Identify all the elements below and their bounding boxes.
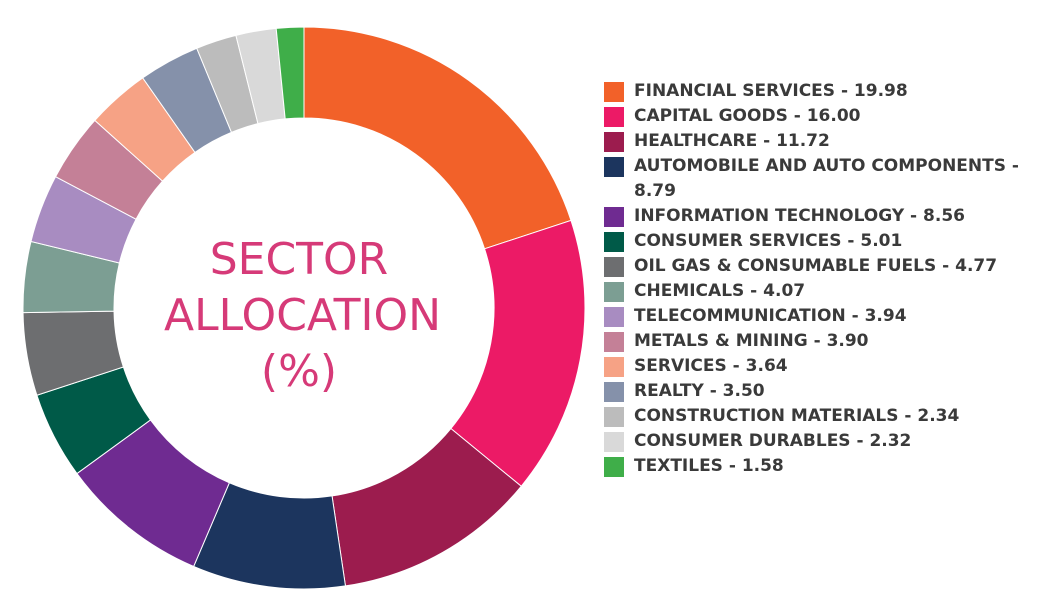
legend-swatch	[604, 432, 624, 452]
legend-label: CONSUMER SERVICES - 5.01	[634, 231, 903, 251]
legend-label: TELECOMMUNICATION - 3.94	[634, 306, 907, 326]
legend-label: CHEMICALS - 4.07	[634, 281, 806, 301]
legend-label: TEXTILES - 1.58	[634, 456, 784, 476]
legend-label: HEALTHCARE - 11.72	[634, 131, 830, 151]
legend-item: SERVICES - 3.64	[604, 354, 1056, 379]
legend-swatch	[604, 407, 624, 427]
legend-swatch	[604, 357, 624, 377]
chart-title-line-2: ALLOCATION	[164, 290, 441, 341]
legend-swatch	[604, 82, 624, 102]
legend-item: CHEMICALS - 4.07	[604, 279, 1056, 304]
legend-swatch	[604, 207, 624, 227]
legend-swatch	[604, 257, 624, 277]
donut-slice-financial-services	[303, 26, 572, 250]
legend-item: CAPITAL GOODS - 16.00	[604, 104, 1056, 129]
chart-title-line-1: SECTOR	[209, 234, 389, 285]
legend-item: CONSTRUCTION MATERIALS - 2.34	[604, 404, 1056, 429]
legend-label: REALTY - 3.50	[634, 381, 765, 401]
legend-item: REALTY - 3.50	[604, 379, 1056, 404]
legend-swatch	[604, 282, 624, 302]
legend-swatch	[604, 232, 624, 252]
legend-label: SERVICES - 3.64	[634, 356, 788, 376]
legend-swatch	[604, 107, 624, 127]
legend-label: FINANCIAL SERVICES - 19.98	[634, 81, 908, 101]
legend-item: TEXTILES - 1.58	[604, 454, 1056, 479]
legend-label: CONSUMER DURABLES - 2.32	[634, 431, 912, 451]
legend-item: INFORMATION TECHNOLOGY - 8.56	[604, 204, 1056, 229]
legend-swatch	[604, 132, 624, 152]
legend-item: AUTOMOBILE AND AUTO COMPONENTS - 8.79	[604, 154, 1056, 204]
legend-item: TELECOMMUNICATION - 3.94	[604, 304, 1056, 329]
legend-swatch	[604, 157, 624, 177]
donut-chart	[22, 26, 586, 590]
chart-legend: FINANCIAL SERVICES - 19.98 CAPITAL GOODS …	[604, 79, 1056, 479]
chart-title-line-3: (%)	[260, 346, 338, 397]
legend-item: HEALTHCARE - 11.72	[604, 129, 1056, 154]
legend-item: FINANCIAL SERVICES - 19.98	[604, 79, 1056, 104]
legend-swatch	[604, 332, 624, 352]
legend-label: AUTOMOBILE AND AUTO COMPONENTS - 8.79	[634, 156, 1019, 201]
chart-title: SECTOR ALLOCATION (%)	[164, 232, 441, 400]
legend-swatch	[604, 457, 624, 477]
legend-label: OIL GAS & CONSUMABLE FUELS - 4.77	[634, 256, 998, 276]
legend-swatch	[604, 307, 624, 327]
legend-item: OIL GAS & CONSUMABLE FUELS - 4.77	[604, 254, 1056, 279]
legend-label: CAPITAL GOODS - 16.00	[634, 106, 861, 126]
legend-item: METALS & MINING - 3.90	[604, 329, 1056, 354]
legend-item: CONSUMER DURABLES - 2.32	[604, 429, 1056, 454]
legend-label: METALS & MINING - 3.90	[634, 331, 869, 351]
legend-label: CONSTRUCTION MATERIALS - 2.34	[634, 406, 960, 426]
legend-label: INFORMATION TECHNOLOGY - 8.56	[634, 206, 965, 226]
legend-item: CONSUMER SERVICES - 5.01	[604, 229, 1056, 254]
legend-swatch	[604, 382, 624, 402]
donut-slice-textiles	[275, 26, 305, 120]
